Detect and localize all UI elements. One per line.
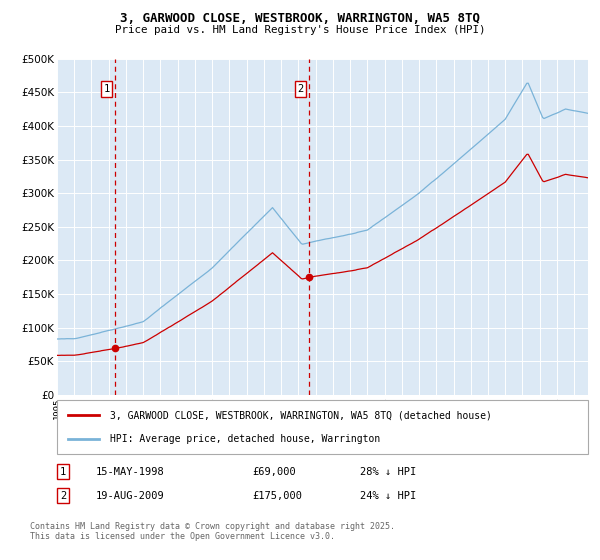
Text: 3, GARWOOD CLOSE, WESTBROOK, WARRINGTON, WA5 8TQ: 3, GARWOOD CLOSE, WESTBROOK, WARRINGTON,…: [120, 12, 480, 25]
Text: £69,000: £69,000: [252, 466, 296, 477]
Text: £175,000: £175,000: [252, 491, 302, 501]
Text: 2: 2: [298, 84, 304, 94]
Text: 1: 1: [60, 466, 66, 477]
Text: 15-MAY-1998: 15-MAY-1998: [96, 466, 165, 477]
Text: HPI: Average price, detached house, Warrington: HPI: Average price, detached house, Warr…: [110, 433, 380, 444]
Text: 28% ↓ HPI: 28% ↓ HPI: [360, 466, 416, 477]
Text: Contains HM Land Registry data © Crown copyright and database right 2025.
This d: Contains HM Land Registry data © Crown c…: [30, 522, 395, 542]
FancyBboxPatch shape: [57, 400, 588, 454]
Text: 19-AUG-2009: 19-AUG-2009: [96, 491, 165, 501]
Text: 1: 1: [103, 84, 110, 94]
Text: Price paid vs. HM Land Registry's House Price Index (HPI): Price paid vs. HM Land Registry's House …: [115, 25, 485, 35]
Text: 3, GARWOOD CLOSE, WESTBROOK, WARRINGTON, WA5 8TQ (detached house): 3, GARWOOD CLOSE, WESTBROOK, WARRINGTON,…: [110, 410, 492, 421]
Text: 2: 2: [60, 491, 66, 501]
Text: 24% ↓ HPI: 24% ↓ HPI: [360, 491, 416, 501]
